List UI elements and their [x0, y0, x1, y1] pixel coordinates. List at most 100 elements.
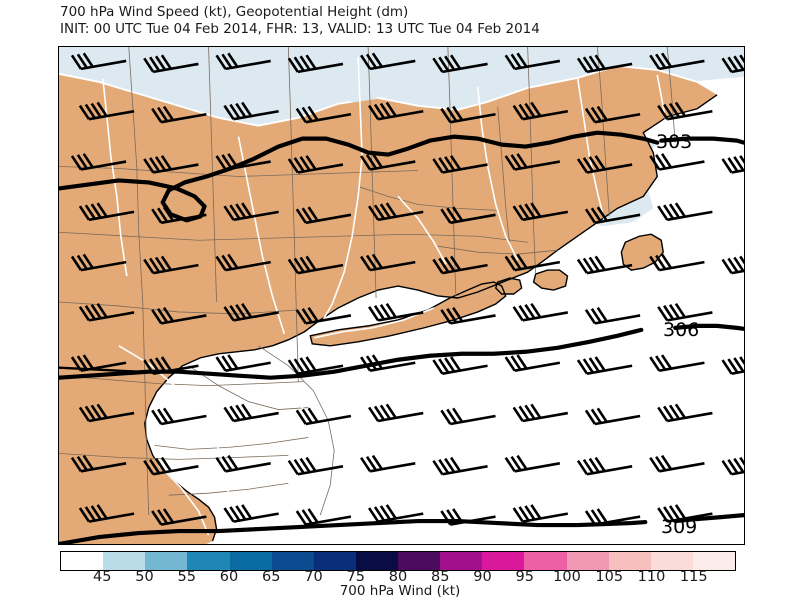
wind-barb: [70, 253, 127, 272]
wind-barb: [360, 52, 416, 71]
wind-barb: [287, 356, 344, 375]
wind-barb: [512, 302, 569, 322]
title-line-2: INIT: 00 UTC Tue 04 Feb 2014, FHR: 13, V…: [60, 21, 540, 37]
wind-barb: [78, 101, 135, 121]
wind-barb: [215, 354, 271, 372]
wind-barb: [440, 508, 496, 526]
wind-barb: [151, 307, 207, 325]
wind-barb: [151, 407, 207, 426]
wind-barb: [440, 307, 496, 325]
wind-barb: [512, 504, 569, 523]
colorbar-segment: [229, 552, 272, 570]
wind-barb: [584, 307, 641, 325]
colorbar: [60, 551, 736, 571]
wind-barb: [287, 54, 344, 74]
colorbar-segment: [398, 552, 441, 570]
wind-barb: [287, 255, 344, 275]
wind-barb: [440, 105, 496, 124]
wind-barb: [360, 454, 416, 473]
wind-barb: [70, 52, 127, 71]
wind-barb: [649, 52, 705, 71]
wind-barb: [432, 255, 488, 275]
wind-barb: [432, 54, 488, 74]
wind-barb: [649, 454, 705, 473]
wind-barb: [151, 508, 207, 526]
wind-barb: [143, 255, 199, 275]
wind-barb: [215, 253, 271, 272]
wind-barb: [512, 101, 569, 121]
wind-barb: [576, 356, 633, 375]
wind-barb: [657, 101, 713, 121]
wind-barb: [584, 105, 641, 124]
colorbar-segment: [692, 552, 735, 570]
contour-309-east: [673, 513, 744, 524]
wind-barb: [143, 54, 199, 74]
wind-barb: [223, 202, 279, 222]
colorbar-tick: 100: [553, 569, 581, 585]
colorbar-tick: 80: [388, 569, 408, 585]
wind-barb: [151, 206, 207, 225]
wind-barb: [721, 155, 744, 174]
colorbar-tick: 85: [431, 569, 450, 585]
wind-barb: [657, 302, 713, 322]
wind-barb: [440, 407, 496, 426]
wind-barb: [368, 302, 424, 322]
wind-barb: [215, 153, 271, 171]
wind-barb: [70, 454, 127, 473]
colorbar-segment: [524, 552, 567, 570]
wind-barb: [368, 403, 424, 423]
wind-barb: [657, 202, 713, 222]
wind-barb: [295, 105, 352, 124]
contour-309-west: [59, 519, 648, 544]
colorbar-segment: [313, 552, 356, 570]
colorbar-tick: 105: [595, 569, 624, 585]
wind-barb: [368, 202, 424, 222]
wind-barb: [143, 456, 199, 476]
wind-barb: [78, 302, 135, 322]
wind-barb: [657, 403, 713, 423]
wind-barb: [368, 504, 424, 523]
height-contours: [59, 130, 744, 544]
wind-barb: [295, 407, 352, 426]
colorbar-axis-label: 700 hPa Wind (kt): [339, 583, 461, 599]
contour-label: 303: [656, 131, 693, 153]
colorbar-tick: 50: [135, 569, 154, 585]
wind-barb: [223, 101, 279, 121]
wind-barbs: [70, 52, 744, 526]
colorbar-tick: 110: [637, 569, 666, 585]
colorbar-segment: [482, 552, 525, 570]
wind-barb: [504, 354, 561, 372]
wind-barb: [584, 206, 641, 225]
wind-barb: [721, 255, 744, 275]
colorbar-tick: 95: [515, 569, 534, 585]
wind-barb: [295, 307, 352, 325]
wind-barb: [70, 153, 127, 171]
wind-barb: [223, 302, 279, 322]
rivers: [102, 56, 671, 536]
colorbar-tick: 45: [93, 569, 112, 585]
colorbar-segment: [650, 552, 693, 570]
wind-barb: [504, 52, 561, 71]
county-borders: [59, 47, 676, 516]
wind-barb: [584, 508, 641, 526]
contour-303-east: [659, 136, 744, 145]
colorbar-segment: [355, 552, 398, 570]
wind-barb: [440, 206, 496, 225]
wind-barb: [649, 153, 705, 171]
colorbar-segment: [566, 552, 609, 570]
wind-barb: [78, 504, 135, 523]
wind-barb: [287, 456, 344, 476]
title-line-1: 700 hPa Wind Speed (kt), Geopotential He…: [60, 4, 409, 20]
colorbar-tick: 75: [346, 569, 365, 585]
wind-barb: [287, 155, 344, 174]
wind-barb: [360, 253, 416, 272]
wind-barb: [215, 52, 271, 71]
wind-barb: [70, 354, 127, 372]
colorbar-segment: [61, 552, 104, 570]
colorbar-segment: [608, 552, 651, 570]
wind-barb: [721, 356, 744, 375]
wind-barb: [223, 403, 279, 423]
wind-barb: [215, 454, 271, 473]
colorbar-tick: 55: [177, 569, 196, 585]
map-canvas: [59, 47, 744, 544]
